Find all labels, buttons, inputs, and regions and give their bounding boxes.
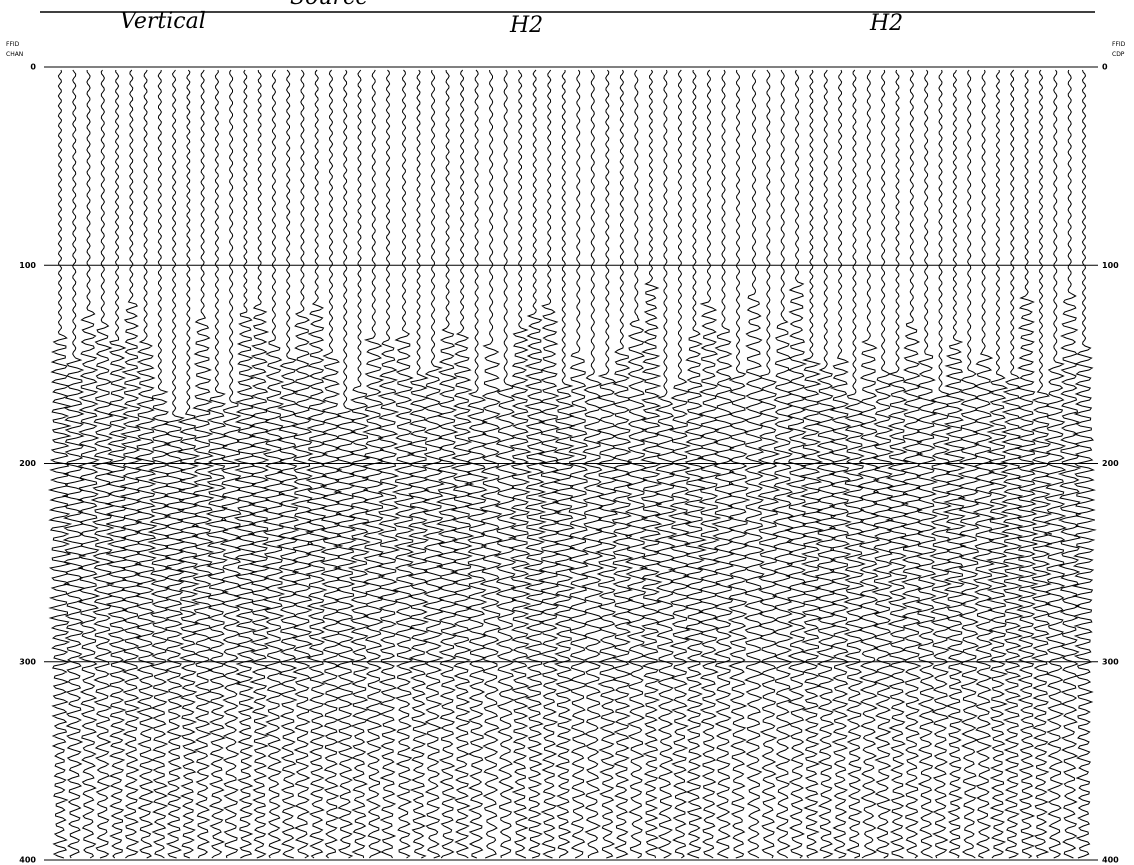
tick-label: 300: [1102, 657, 1119, 666]
tick-label: 0: [30, 63, 36, 72]
panel-label: H2: [869, 11, 903, 36]
seismic-figure: Source Vertical H2 H2 FFID CHAN FFID CDP…: [0, 0, 1134, 865]
title: Source: [290, 0, 368, 10]
tick-label: 400: [19, 856, 36, 865]
axis-label: FFID: [6, 41, 20, 48]
tick-label: 400: [1102, 856, 1119, 865]
axis-label: FFID: [1112, 41, 1126, 48]
background: [0, 0, 1134, 865]
tick-label: 100: [19, 261, 36, 270]
panel-label: Vertical: [120, 9, 206, 34]
tick-label: 0: [1102, 63, 1108, 72]
axis-label: CHAN: [6, 51, 23, 58]
axis-label: CDP: [1112, 51, 1125, 58]
tick-label: 300: [19, 657, 36, 666]
tick-label: 200: [1102, 459, 1119, 468]
tick-label: 100: [1102, 261, 1119, 270]
tick-label: 200: [19, 459, 36, 468]
panel-label: H2: [509, 13, 543, 38]
